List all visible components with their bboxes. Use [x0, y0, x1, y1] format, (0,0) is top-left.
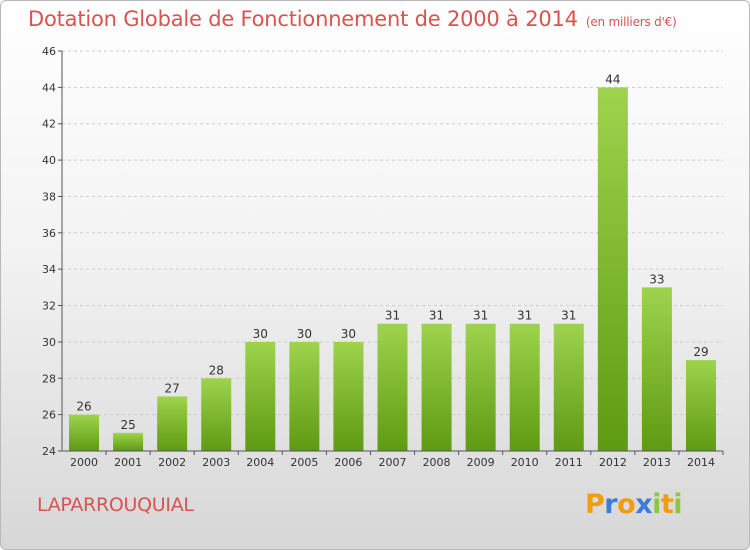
bar-2005 — [289, 341, 320, 451]
x-tick-label: 2005 — [290, 456, 318, 469]
bar-2012 — [597, 87, 628, 451]
bar-2000 — [69, 414, 100, 451]
bar-2011 — [553, 323, 584, 451]
bar-2006 — [333, 341, 364, 451]
bar-2007 — [377, 323, 408, 451]
x-tick-label: 2003 — [202, 456, 230, 469]
x-tick-label: 2007 — [379, 456, 407, 469]
bar-value-label: 26 — [76, 400, 91, 414]
y-tick-label: 40 — [42, 154, 56, 167]
y-tick-label: 46 — [42, 45, 56, 58]
bar-value-label: 31 — [429, 309, 444, 323]
y-tick-label: 42 — [42, 118, 56, 131]
bar-2001 — [113, 432, 144, 451]
x-tick-label: 2009 — [467, 456, 495, 469]
bar-value-label: 44 — [605, 72, 620, 86]
y-tick-label: 44 — [42, 81, 56, 94]
chart-title: Dotation Globale de Fonctionnement de 20… — [28, 7, 677, 31]
bar-value-label: 30 — [341, 327, 356, 341]
bar-value-label: 33 — [649, 272, 664, 286]
bar-2010 — [509, 323, 540, 451]
bar-2003 — [201, 378, 232, 451]
y-tick-label: 24 — [42, 445, 56, 458]
y-tick-label: 38 — [42, 190, 56, 203]
x-tick-label: 2001 — [114, 456, 142, 469]
x-tick-label: 2002 — [158, 456, 186, 469]
y-tick-label: 32 — [42, 300, 56, 313]
logo-letter: x — [635, 489, 653, 520]
bar-value-label: 30 — [253, 327, 268, 341]
logo-letter: o — [617, 489, 636, 520]
bar-value-label: 31 — [517, 309, 532, 323]
x-tick-label: 2013 — [643, 456, 671, 469]
x-tick-label: 2011 — [555, 456, 583, 469]
bar-value-label: 31 — [385, 309, 400, 323]
chart-title-text: Dotation Globale de Fonctionnement de 20… — [28, 7, 578, 31]
logo-letter: i — [652, 489, 661, 520]
bar-2014 — [685, 360, 716, 451]
bar-value-label: 29 — [693, 345, 708, 359]
logo-letter: r — [604, 489, 618, 520]
y-tick-label: 36 — [42, 227, 56, 240]
commune-name: LAPARROUQUIAL — [37, 494, 194, 516]
bar-value-label: 30 — [297, 327, 312, 341]
bar-2002 — [157, 396, 188, 451]
x-tick-label: 2004 — [246, 456, 274, 469]
chart-unit-note: (en milliers d'€) — [585, 15, 677, 29]
bar-2008 — [421, 323, 452, 451]
x-tick-label: 2000 — [70, 456, 98, 469]
x-tick-label: 2008 — [423, 456, 451, 469]
bar-value-label: 27 — [165, 381, 180, 395]
logo-letter: P — [585, 489, 605, 520]
x-tick-label: 2012 — [599, 456, 627, 469]
proxiti-logo[interactable]: Proxiti — [585, 489, 683, 520]
y-tick-label: 30 — [42, 336, 56, 349]
bar-value-label: 28 — [209, 363, 224, 377]
x-tick-label: 2014 — [687, 456, 715, 469]
bar-2004 — [245, 341, 276, 451]
bar-value-label: 25 — [120, 418, 135, 432]
bar-value-label: 31 — [561, 309, 576, 323]
y-tick-label: 26 — [42, 409, 56, 422]
x-tick-label: 2006 — [334, 456, 362, 469]
y-tick-label: 28 — [42, 372, 56, 385]
logo-letter: t — [660, 489, 674, 520]
logo-letter: i — [673, 489, 683, 520]
x-tick-label: 2010 — [511, 456, 539, 469]
bar-2013 — [641, 287, 672, 451]
y-tick-label: 34 — [42, 263, 56, 276]
bar-value-label: 31 — [473, 309, 488, 323]
bar-2009 — [465, 323, 496, 451]
